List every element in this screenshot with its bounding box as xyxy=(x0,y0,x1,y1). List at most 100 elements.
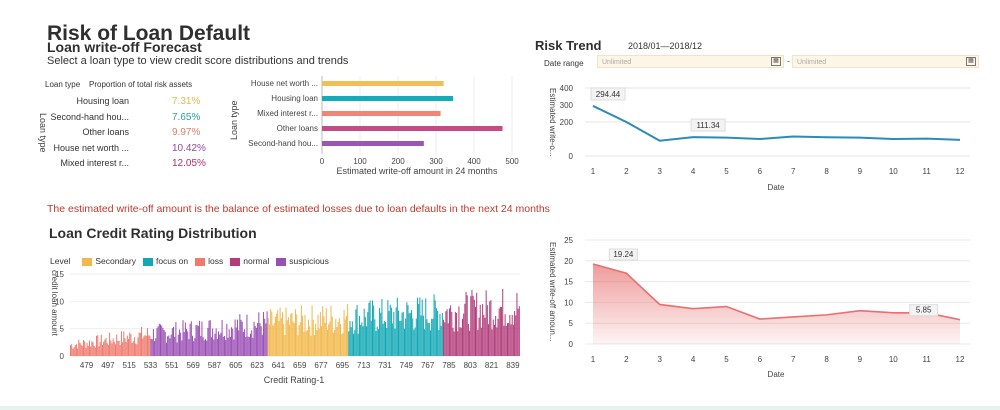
rating-bar xyxy=(132,341,134,356)
rating-bar xyxy=(146,328,148,356)
rating-bar xyxy=(412,318,414,356)
date-end-input[interactable]: Unlimited xyxy=(792,55,979,68)
x-tick-label: 8 xyxy=(824,167,829,176)
rating-bar xyxy=(453,331,455,356)
rating-bar xyxy=(338,318,340,356)
rating-bar xyxy=(104,339,106,356)
rating-bar xyxy=(110,340,112,356)
rating-bar xyxy=(220,332,222,356)
loan-type-label[interactable]: Second-hand hou... xyxy=(50,111,129,122)
calendar-icon[interactable]: ▦ xyxy=(771,57,781,66)
rating-bar xyxy=(124,338,126,356)
rating-bar xyxy=(107,344,109,356)
rating-bar xyxy=(195,325,197,356)
rating-bar xyxy=(129,332,131,356)
rating-bar xyxy=(279,307,281,356)
rating-bar xyxy=(465,291,467,356)
rating-bar xyxy=(431,318,433,356)
rating-bar xyxy=(450,305,452,356)
rating-bar xyxy=(151,339,153,356)
x-tick-label: 7 xyxy=(791,167,796,176)
rating-bar xyxy=(115,344,117,356)
y-tick-label: Housing loan xyxy=(271,94,318,103)
rating-bar xyxy=(171,328,173,356)
calendar-icon[interactable]: ▦ xyxy=(966,57,976,66)
x-tick-label: 6 xyxy=(758,355,763,364)
rating-bar xyxy=(385,322,387,356)
loan-type-label[interactable]: Housing loan xyxy=(76,96,129,106)
rating-bar xyxy=(268,324,270,356)
rating-bar xyxy=(79,342,81,356)
rating-bar xyxy=(357,333,359,356)
rating-bar xyxy=(318,328,320,356)
rating-bar xyxy=(178,329,180,356)
rating-bar xyxy=(386,327,388,356)
rating-bar xyxy=(85,347,87,356)
rating-bar xyxy=(422,315,424,356)
rating-bar xyxy=(443,319,445,356)
bar xyxy=(322,126,503,131)
rating-bar xyxy=(300,305,302,356)
date-start-input[interactable]: Unlimited xyxy=(597,55,784,68)
rating-bar xyxy=(448,308,450,356)
rating-bar xyxy=(161,325,163,356)
x-tick-label: 11 xyxy=(922,355,931,364)
x-tick-label: 9 xyxy=(858,355,863,364)
rating-bar xyxy=(242,331,244,356)
rating-bar xyxy=(373,305,375,356)
rating-bar xyxy=(263,312,265,356)
credit-rating-chart[interactable]: 0 5 10 15 479 497 515 533 551 569 587 605 623 641 659 6… xyxy=(44,268,524,386)
y-tick-label: 15 xyxy=(55,270,64,279)
legend-title: Level xyxy=(50,256,71,266)
loan-type-label[interactable]: Mixed interest r... xyxy=(60,158,129,168)
rating-bar xyxy=(245,336,247,356)
rating-bar xyxy=(509,315,511,356)
legend-item[interactable]: Secondary xyxy=(82,256,136,266)
rating-bar xyxy=(466,295,468,356)
x-tick-label: 9 xyxy=(858,167,863,176)
x-tick-label: 100 xyxy=(353,157,367,166)
rating-bar xyxy=(296,314,298,356)
rating-bar xyxy=(141,326,143,356)
legend-item[interactable]: suspicious xyxy=(276,256,329,266)
rating-bar xyxy=(223,335,225,356)
x-tick-label: 1 xyxy=(591,167,596,176)
y-tick-label: House net worth ... xyxy=(251,79,318,88)
rating-bar xyxy=(99,341,101,356)
rating-bar xyxy=(136,344,138,356)
rating-bar xyxy=(308,319,310,356)
rating-bar xyxy=(219,334,221,356)
rating-bar xyxy=(330,305,332,356)
x-tick-label: 12 xyxy=(956,355,965,364)
rating-bar xyxy=(312,319,314,356)
rating-bar xyxy=(139,332,141,356)
legend-item[interactable]: focus on xyxy=(142,256,188,266)
y-axis-label: Estimated write-o... xyxy=(548,88,557,156)
rating-bar xyxy=(72,348,74,356)
x-tick-label: 587 xyxy=(208,361,222,370)
rating-bar xyxy=(469,330,471,356)
date-start-placeholder: Unlimited xyxy=(602,59,632,66)
rating-bar xyxy=(205,339,207,356)
rating-bar xyxy=(182,320,184,356)
rating-bar xyxy=(467,324,469,356)
rating-bar xyxy=(299,322,301,356)
x-tick-label: 12 xyxy=(956,167,965,176)
loan-type-label[interactable]: House net worth ... xyxy=(53,142,129,153)
rating-bar xyxy=(426,319,428,356)
rating-bar xyxy=(363,308,365,356)
rating-bar xyxy=(175,321,177,356)
rating-bar xyxy=(229,337,231,356)
writeoff-bar-chart[interactable]: 0 100 200 300 400 500 House net worth ... Housi… xyxy=(235,74,530,184)
legend-item[interactable]: loss xyxy=(195,256,223,266)
rating-bar xyxy=(303,331,305,356)
legend-item[interactable]: normal xyxy=(230,256,269,266)
rating-bar xyxy=(267,317,269,356)
rating-bar xyxy=(144,335,146,356)
legend-swatch xyxy=(195,257,206,266)
rating-bar xyxy=(283,323,285,356)
loan-type-label[interactable]: Other loans xyxy=(82,127,129,137)
rating-bar xyxy=(511,314,513,356)
